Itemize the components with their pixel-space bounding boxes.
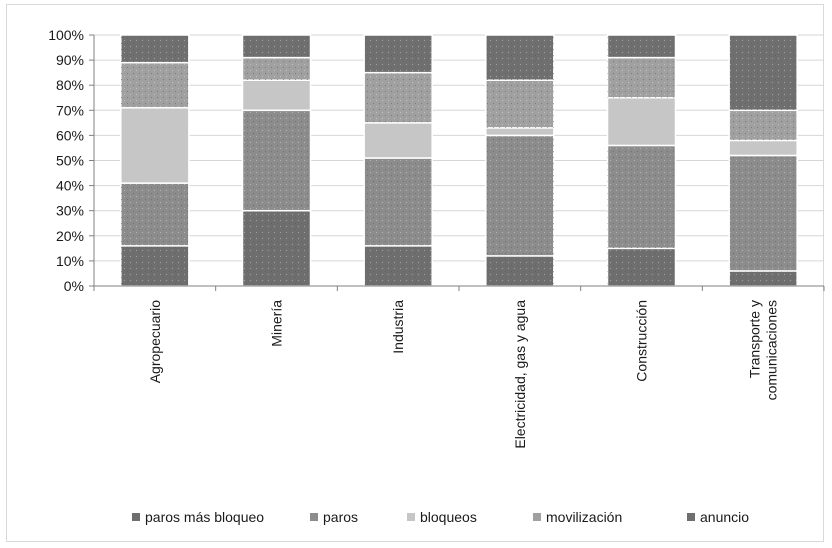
bar-segment-texture (120, 183, 189, 246)
gridlines (94, 34, 824, 287)
bar-segment-texture (607, 145, 676, 249)
bar-segment (363, 122, 433, 159)
bar-segment (606, 97, 677, 147)
x-category-label: Electricidad, gas y agua (512, 300, 528, 449)
bar-segment-texture (364, 157, 433, 246)
y-tick-label: 100% (48, 27, 84, 43)
x-category-label: Transporte ycomunicaciones (747, 300, 780, 400)
bar-segment (241, 79, 312, 112)
x-category-label: Construcción (634, 300, 650, 382)
bars (120, 34, 798, 287)
bar-segment-texture (607, 248, 676, 286)
bar-segment-texture (242, 210, 311, 286)
x-category-label: Industria (390, 300, 406, 354)
bar-segment-texture (120, 62, 189, 108)
y-tick-label: 10% (56, 253, 84, 269)
legend-swatch (533, 513, 541, 521)
bar-segment-texture (729, 35, 798, 111)
y-tick-label: 50% (56, 153, 84, 169)
bar-segment-texture (729, 155, 798, 271)
bar-segment-texture (485, 80, 554, 128)
y-tick-label: 30% (56, 203, 84, 219)
legend-label: movilización (546, 509, 622, 525)
bar-segment-texture (607, 57, 676, 98)
bar-segment-texture (242, 57, 311, 81)
bar-segment-texture (485, 35, 554, 81)
legend-label: paros (323, 509, 358, 525)
y-tick-label: 60% (56, 127, 84, 143)
bar-segment-texture (607, 35, 676, 58)
bar-segment-texture (120, 35, 189, 63)
bar-segment-texture (364, 72, 433, 123)
y-tick-label: 0% (64, 278, 84, 294)
legend-swatch (407, 513, 415, 521)
legend-label: paros más bloqueo (145, 509, 264, 525)
y-tick-label: 20% (56, 228, 84, 244)
legend-swatch (310, 513, 318, 521)
y-axis-ticks: 0% 10% 20% 30% 40% 50% 60% 70% 80% 90% 100% (48, 27, 94, 294)
legend-label: bloqueos (420, 509, 477, 525)
bar-segment-texture (729, 270, 798, 286)
x-axis-labels: Agropecuario Minería Industria Electricidad… (147, 300, 780, 449)
bar-segment-texture (485, 255, 554, 286)
y-tick-label: 90% (56, 52, 84, 68)
bar-segment-texture (729, 110, 798, 141)
bar-segment (485, 127, 555, 137)
bar-segment (120, 107, 190, 184)
axes (93, 35, 825, 291)
y-tick-label: 40% (56, 178, 84, 194)
bar-segment-texture (120, 245, 189, 286)
bar-segment-texture (364, 245, 433, 286)
y-tick-label: 80% (56, 77, 84, 93)
bar-segment-texture (242, 35, 311, 58)
legend-label: anuncio (700, 509, 749, 525)
bar-segment-texture (485, 135, 554, 256)
bar-segment (728, 139, 798, 157)
bar-segment-texture (242, 110, 311, 211)
x-category-label: Minería (269, 300, 285, 347)
legend: paros más bloqueo paros bloqueos movilizaci… (132, 509, 749, 525)
x-category-label: Agropecuario (147, 300, 163, 383)
legend-swatch (132, 513, 140, 521)
legend-swatch (687, 513, 695, 521)
bar-segment-texture (364, 35, 433, 73)
y-tick-label: 70% (56, 102, 84, 118)
